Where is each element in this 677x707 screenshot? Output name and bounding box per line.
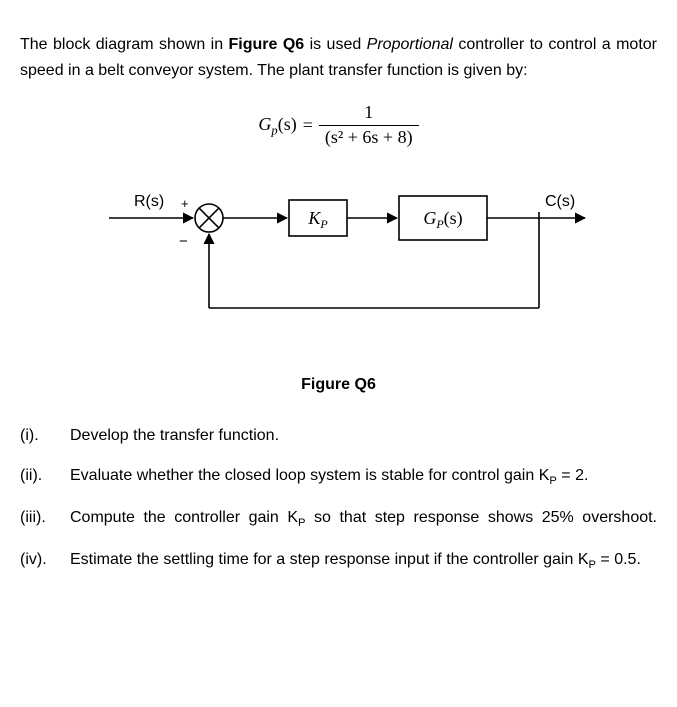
figure-ref: Figure Q6 [229, 36, 305, 53]
eq-numerator: 1 [358, 103, 379, 125]
question-list: (i). Develop the transfer function. (ii)… [20, 423, 657, 575]
svg-text:+: + [181, 196, 189, 211]
q-num: (i). [20, 423, 56, 449]
transfer-function-equation: Gp(s) = 1 (s² + 6s + 8) [20, 103, 657, 148]
eq-denominator: (s² + 6s + 8) [319, 125, 419, 148]
svg-text:GP(s): GP(s) [423, 208, 462, 231]
question-ii: (ii). Evaluate whether the closed loop s… [20, 463, 657, 491]
q-text: Estimate the settling time for a step re… [70, 547, 657, 575]
intro-part1: The block diagram shown in [20, 36, 229, 53]
q-num: (iii). [20, 505, 56, 533]
block-diagram: R(s) + − KP GP(s) C(s) [89, 178, 589, 348]
q-text: Compute the controller gain KP so that s… [70, 505, 657, 533]
block-diagram-svg: R(s) + − KP GP(s) C(s) [89, 178, 589, 348]
q-num: (ii). [20, 463, 56, 491]
eq-lhs-G: G [258, 114, 271, 134]
question-iv: (iv). Estimate the settling time for a s… [20, 547, 657, 575]
q-text: Develop the transfer function. [70, 423, 657, 449]
fraction: 1 (s² + 6s + 8) [319, 103, 419, 148]
svg-text:R(s): R(s) [134, 193, 164, 210]
intro-paragraph: The block diagram shown in Figure Q6 is … [20, 32, 657, 83]
question-iii: (iii). Compute the controller gain KP so… [20, 505, 657, 533]
figure-caption: Figure Q6 [20, 372, 657, 398]
question-i: (i). Develop the transfer function. [20, 423, 657, 449]
svg-text:C(s): C(s) [545, 193, 575, 210]
svg-text:−: − [179, 233, 188, 250]
eq-lhs-arg: (s) [278, 114, 297, 134]
svg-text:KP: KP [307, 208, 328, 231]
intro-part2: is used [304, 36, 367, 53]
q-text: Evaluate whether the closed loop system … [70, 463, 657, 491]
controller-type: Proportional [367, 36, 453, 53]
eq-equals: = [303, 111, 313, 140]
q-num: (iv). [20, 547, 56, 575]
